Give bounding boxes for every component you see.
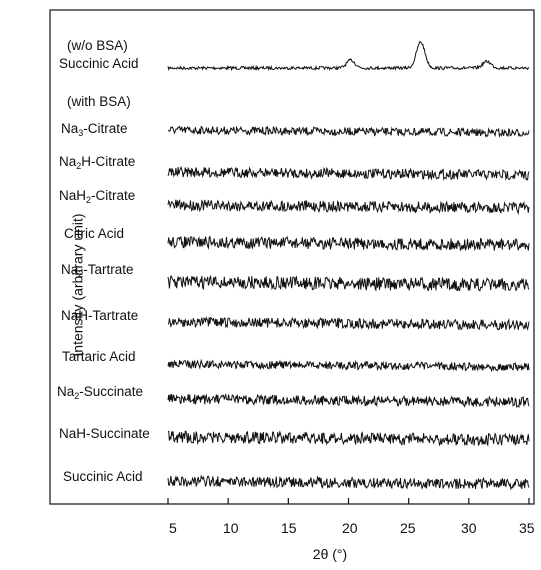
xrd-trace	[167, 474, 530, 491]
xrd-trace	[167, 199, 530, 216]
series-label-na2-succinate: Na2-Succinate	[57, 384, 144, 401]
x-tick-label: 20	[342, 520, 358, 536]
series-label-succinic-acid-no-bsa: Succinic Acid	[59, 56, 139, 71]
series-label-nah-tartrate: NaH-Tartrate	[61, 308, 139, 323]
xrd-trace	[167, 165, 530, 181]
x-tick-label: 25	[400, 520, 416, 536]
xrd-trace	[167, 358, 530, 373]
series-label-tartaric-acid: Tartaric Acid	[62, 349, 136, 364]
group-label-without-bsa: (w/o BSA)	[67, 38, 128, 53]
series-label-na3-citrate: Na3-Citrate	[61, 121, 128, 138]
series-label-nah-succinate: NaH-Succinate	[59, 426, 150, 441]
group-label-with-bsa: (with BSA)	[67, 94, 131, 109]
plot-frame	[49, 9, 535, 505]
y-axis-title: Intensity (arbitrary unit)	[69, 213, 86, 357]
xrd-trace	[167, 125, 530, 138]
x-tick-label: 10	[223, 520, 239, 536]
xrd-trace	[167, 235, 530, 252]
x-axis-ticks	[167, 498, 530, 504]
x-tick-label: 15	[281, 520, 297, 536]
series-label-nah2-citrate: NaH2-Citrate	[59, 188, 136, 205]
series-label-citric-acid: Citric Acid	[64, 226, 125, 241]
x-tick-label: 5	[169, 520, 177, 536]
xrd-traces	[167, 40, 530, 491]
xrd-trace	[167, 40, 530, 72]
x-tick-label: 30	[461, 520, 477, 536]
x-tick-label: 35	[519, 520, 535, 536]
xrd-trace	[167, 274, 530, 292]
series-label-na2h-citrate: Na2H-Citrate	[59, 154, 136, 171]
xrd-trace	[167, 430, 530, 447]
series-label-na2-tartrate: Na2-Tartrate	[61, 262, 134, 279]
x-axis-title: 2θ (°)	[312, 546, 348, 562]
series-label-succinic-acid-with-bsa: Succinic Acid	[63, 469, 143, 484]
xrd-trace	[167, 392, 530, 409]
xrd-trace	[168, 315, 530, 331]
